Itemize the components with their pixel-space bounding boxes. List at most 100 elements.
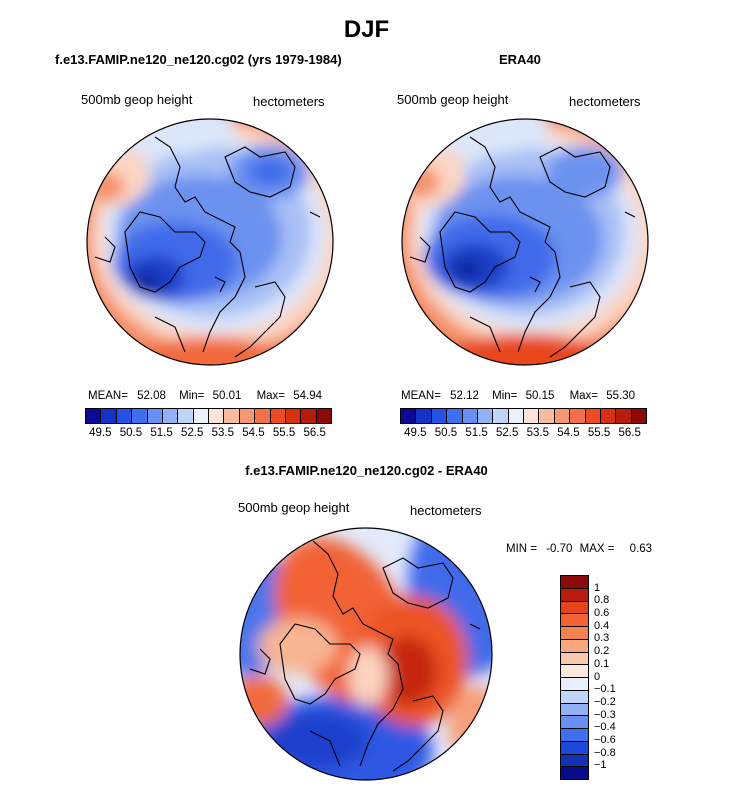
model-stats: MEAN= 52.08 Min= 50.01 Max= 54.94 [88, 390, 322, 402]
diff-variable-label: 500mb geop height [238, 500, 350, 515]
model-colorbar-tick-label: 52.5 [180, 427, 204, 439]
obs-colorbar-swatch [570, 409, 586, 423]
obs-colorbar-swatch [616, 409, 632, 423]
obs-colorbar-swatch [554, 409, 571, 423]
obs-stats: MEAN= 52.12 Min= 50.15 Max= 55.30 [401, 390, 635, 402]
model-colorbar-tick-label: 51.5 [150, 427, 173, 439]
model-colorbar-swatch [316, 409, 331, 423]
diff-colorbar-swatch [561, 703, 588, 717]
diff-colorbar-swatch [561, 767, 588, 779]
diff-colorbar-tick-label: −0.4 [594, 721, 616, 734]
diff-colorbar-swatch [561, 588, 588, 602]
obs-colorbar-tick-label: 55.5 [587, 427, 611, 439]
obs-colorbar-swatch [600, 409, 617, 423]
obs-colorbar-swatch [431, 409, 448, 423]
obs-colorbar-ticks: 49.5 50.5 51.5 52.5 53.5 54.5 55.5 56.5 [400, 427, 645, 441]
diff-colorbar-tick-label: 0.6 [594, 607, 610, 620]
diff-units-label: hectometers [410, 503, 482, 518]
model-colorbar-swatch [270, 409, 286, 423]
model-colorbar-swatch [239, 409, 256, 423]
diff-colorbar-tick-label: −0.3 [594, 708, 616, 721]
diff-max-label: MAX = [579, 543, 615, 555]
obs-colorbar-tick-label: 53.5 [526, 427, 550, 439]
diff-colorbar-tick-label: 0.3 [594, 632, 610, 645]
model-colorbar-swatch [193, 409, 209, 423]
diff-colorbar-swatch [561, 601, 588, 615]
diff-min-label: MIN = [506, 543, 537, 555]
model-colorbar-tick-label: 49.5 [89, 427, 112, 439]
diff-colorbar-tick-label: 0.2 [594, 645, 610, 658]
model-colorbar-swatch [178, 409, 194, 423]
model-colorbar-swatch [224, 409, 240, 423]
model-colorbar-tick-label: 55.5 [272, 427, 296, 439]
diff-colorbar-swatch [561, 741, 588, 755]
obs-panel-title: ERA40 [499, 52, 541, 67]
obs-mean-label: MEAN= [401, 390, 441, 402]
model-units-label: hectometers [253, 94, 325, 109]
diff-colorbar-swatch [561, 729, 588, 742]
model-colorbar-swatch [86, 409, 102, 423]
obs-colorbar-swatch [524, 409, 540, 423]
model-polar-map [86, 118, 334, 366]
model-panel-title: f.e13.FAMIP.ne120_ne120.cg02 (yrs 1979-1… [55, 52, 342, 67]
diff-colorbar-tick-label: −0.2 [594, 695, 616, 708]
obs-max-value: 55.30 [606, 390, 636, 402]
diff-colorbar-swatch [561, 614, 588, 627]
obs-min-value: 50.15 [525, 390, 555, 402]
diff-polar-map [239, 527, 493, 781]
model-colorbar-tick-label: 56.5 [303, 427, 326, 439]
obs-colorbar-swatch [508, 409, 524, 423]
obs-colorbar-tick-label: 50.5 [434, 427, 458, 439]
diff-colorbar-swatch [561, 678, 588, 691]
diff-colorbar-tick-label: −0.1 [594, 683, 616, 696]
model-variable-label: 500mb geop height [81, 92, 193, 107]
diff-colorbar-swatch [561, 639, 588, 653]
obs-colorbar-swatch [401, 409, 417, 423]
obs-max-label: Max= [569, 390, 599, 402]
obs-colorbar-tick-label: 56.5 [618, 427, 641, 439]
obs-colorbar-swatch [462, 409, 478, 423]
diff-colorbar-ticks: 1 0.8 0.6 0.4 0.3 0.2 0.1 0 −0.1 −0.2 −0.3 −0.4 −0.6… [594, 575, 634, 778]
model-colorbar [85, 408, 332, 424]
diff-colorbar [560, 575, 589, 780]
model-colorbar-swatch [209, 409, 225, 423]
diff-colorbar-tick-label: −0.8 [594, 746, 616, 759]
model-min-value: 50.01 [212, 390, 242, 402]
model-colorbar-swatch [101, 409, 117, 423]
model-colorbar-swatch [116, 409, 133, 423]
model-max-value: 54.94 [293, 390, 323, 402]
obs-colorbar-tick-label: 51.5 [465, 427, 488, 439]
obs-colorbar-swatch [447, 409, 463, 423]
diff-colorbar-swatch [561, 690, 588, 704]
diff-max-value: 0.63 [629, 543, 653, 555]
diff-stats: MIN = -0.70 MAX = 0.63 [506, 543, 652, 555]
model-colorbar-tick-label: 53.5 [211, 427, 235, 439]
diff-colorbar-tick-label: 0.4 [594, 619, 610, 632]
model-colorbar-swatch [132, 409, 148, 423]
diff-colorbar-swatch [561, 754, 588, 768]
obs-colorbar-swatch [585, 409, 601, 423]
model-colorbar-swatch [255, 409, 271, 423]
diff-colorbar-swatch [561, 652, 588, 666]
diff-panel-title: f.e13.FAMIP.ne120_ne120.cg02 - ERA40 [245, 463, 488, 478]
obs-mean-value: 52.12 [450, 390, 479, 402]
obs-colorbar-tick-label: 54.5 [557, 427, 580, 439]
obs-colorbar-swatch [631, 409, 646, 423]
diff-colorbar-swatch [561, 665, 588, 678]
model-colorbar-swatch [301, 409, 317, 423]
obs-colorbar-tick-label: 49.5 [404, 427, 427, 439]
obs-colorbar [400, 408, 647, 424]
obs-units-label: hectometers [569, 94, 641, 109]
model-colorbar-tick-label: 54.5 [242, 427, 265, 439]
obs-colorbar-swatch [477, 409, 494, 423]
obs-polar-map [401, 118, 649, 366]
obs-colorbar-swatch [539, 409, 555, 423]
diff-colorbar-tick-label: 0.8 [594, 594, 610, 607]
diff-colorbar-tick-label: −1 [594, 759, 607, 772]
obs-min-label: Min= [492, 390, 518, 402]
model-max-label: Max= [256, 390, 286, 402]
diff-colorbar-tick-label: 0.1 [594, 657, 610, 670]
model-colorbar-swatch [285, 409, 302, 423]
obs-variable-label: 500mb geop height [397, 92, 509, 107]
model-colorbar-swatch [147, 409, 163, 423]
